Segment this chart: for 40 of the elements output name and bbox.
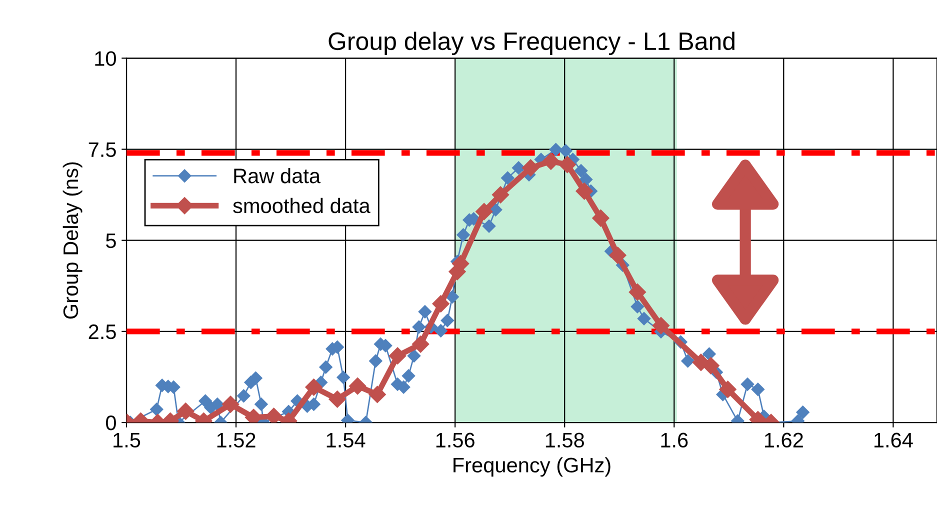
point (558, 156, 576, 174)
x-tick-label: 1.5 (114, 432, 140, 448)
x-tick-label: 1.52 (217, 432, 256, 448)
point (222, 396, 240, 413)
point (609, 246, 626, 264)
point (389, 347, 406, 364)
point (702, 357, 720, 374)
point (592, 210, 610, 227)
y-tick-label: 5 (106, 234, 116, 248)
point (719, 380, 736, 398)
x-tick-label: 1.58 (546, 432, 584, 448)
point (522, 159, 540, 176)
point (412, 336, 430, 353)
y-tick-label: 2.5 (88, 324, 116, 340)
legend-label: Raw data (234, 168, 321, 184)
point (349, 378, 366, 395)
point (652, 317, 670, 334)
chart-title: Group delay vs Frequency - L1 Band (328, 32, 734, 56)
point (368, 386, 386, 404)
y-tick-label: 10 (95, 51, 116, 66)
y-tick-label: 7.5 (88, 142, 116, 158)
point (576, 182, 593, 200)
x-tick-label: 1.54 (326, 432, 366, 448)
x-tick-label: 1.6 (661, 432, 688, 448)
y-tick-label: 0 (106, 416, 116, 430)
point (542, 152, 560, 170)
point (492, 186, 510, 204)
point (628, 284, 646, 301)
y-axis-title: Group Delay (ns) (62, 162, 82, 319)
point (328, 390, 346, 408)
point (265, 408, 282, 423)
legend-label: smoothed data (233, 198, 370, 214)
point (305, 378, 322, 396)
x-tick-label: 1.56 (436, 432, 474, 448)
x-tick-label: 1.62 (764, 432, 803, 448)
point (476, 203, 493, 220)
point (432, 295, 450, 312)
point (177, 402, 194, 420)
x-axis-title: Frequency (GHz) (454, 457, 610, 477)
x-tick-label: 1.64 (874, 432, 913, 448)
